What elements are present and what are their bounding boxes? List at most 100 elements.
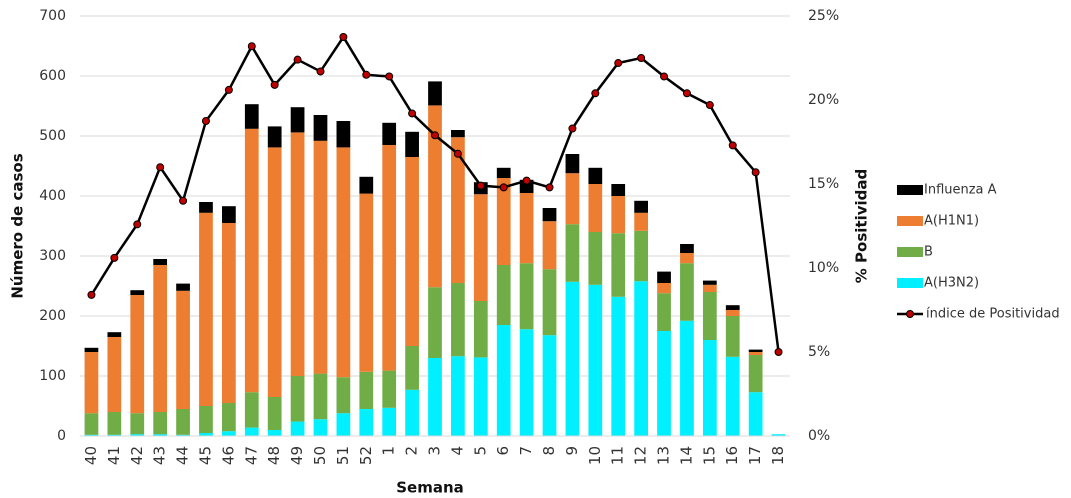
- x-tick-label: 17: [746, 446, 764, 465]
- marker: [637, 54, 646, 62]
- bar-segment: [542, 221, 557, 270]
- bar-segment: [267, 430, 282, 436]
- bar-segment: [222, 206, 236, 223]
- x-tick-label: 16: [723, 446, 741, 465]
- bar-segment: [290, 107, 305, 133]
- legend-swatch: [897, 216, 923, 226]
- x-tick-label: 10: [586, 446, 604, 465]
- legend-label: A(H1N1): [924, 214, 979, 229]
- y2-tick-label: 25%: [808, 8, 839, 24]
- x-tick-label: 50: [311, 446, 329, 465]
- bar-segment: [542, 335, 557, 436]
- marker: [179, 196, 188, 205]
- y-tick-label: 300: [39, 248, 66, 264]
- bar-segment: [107, 332, 122, 337]
- bar-segment: [107, 337, 122, 412]
- bar-segment: [336, 121, 351, 148]
- x-tick-label: 12: [632, 446, 650, 465]
- x-tick-label: 13: [655, 446, 673, 465]
- bar-segment: [680, 320, 694, 436]
- bar-segment: [657, 293, 671, 331]
- bar-segment: [107, 412, 122, 435]
- bar-segment: [267, 147, 282, 397]
- bar-segment: [290, 421, 305, 436]
- bar-segment: [222, 403, 236, 432]
- x-tick-label: 5: [471, 446, 489, 456]
- bar-segment: [588, 232, 603, 285]
- y-tick-label: 200: [39, 308, 66, 324]
- bar-segment: [611, 184, 626, 196]
- bar-segment: [611, 233, 626, 297]
- bar-segment: [680, 263, 694, 321]
- bar-segment: [176, 283, 190, 291]
- bar-segment: [405, 346, 419, 390]
- bar-segment: [359, 193, 374, 372]
- bar-segment: [748, 352, 763, 355]
- bar-segment: [244, 128, 259, 393]
- bar-segment: [199, 433, 213, 436]
- bar-segment: [428, 105, 442, 288]
- bar-segment: [130, 295, 145, 414]
- bar-segment: [634, 212, 648, 231]
- bar-segment: [199, 406, 213, 433]
- marker: [476, 181, 485, 190]
- marker: [705, 101, 714, 110]
- bar-segment: [382, 145, 397, 371]
- bar-segment: [313, 140, 328, 374]
- bar-segment: [634, 281, 648, 436]
- bar-segment: [153, 265, 168, 412]
- marker: [545, 183, 554, 192]
- marker: [568, 124, 577, 133]
- legend-label: índice de Positividad: [926, 307, 1060, 322]
- bar-segment: [130, 434, 145, 436]
- y2-tick-label: 0%: [808, 428, 830, 444]
- legend-swatch: [897, 247, 923, 257]
- marker: [751, 168, 760, 177]
- bar-segment: [565, 154, 580, 174]
- y-tick-label: 400: [39, 188, 66, 204]
- bar-segment: [519, 329, 534, 436]
- bar-segment: [153, 412, 168, 435]
- y2-tick-label: 5%: [808, 344, 830, 360]
- x-tick-label: 49: [288, 446, 306, 465]
- bar-segment: [313, 373, 328, 420]
- x-tick-label: 6: [494, 446, 512, 456]
- marker: [339, 33, 348, 41]
- bar-segment: [176, 434, 190, 436]
- bar-segment: [176, 409, 190, 435]
- bar-segment: [588, 284, 603, 436]
- bar-segment: [405, 157, 419, 346]
- marker: [499, 183, 508, 192]
- bar-segment: [496, 167, 511, 178]
- bar-segment: [359, 409, 374, 436]
- bar-segment: [130, 290, 145, 295]
- marker: [224, 85, 233, 94]
- marker: [293, 55, 302, 64]
- bar-segment: [657, 331, 671, 436]
- y-tick-label: 700: [39, 8, 66, 24]
- legend-swatch: [897, 278, 923, 288]
- x-tick-label: 3: [426, 446, 444, 456]
- bar-segment: [588, 184, 603, 232]
- bar-segment: [405, 131, 419, 157]
- bar-segment: [336, 147, 351, 378]
- bar-segment: [176, 290, 190, 409]
- bar-segment: [634, 200, 648, 213]
- bar-segment: [748, 392, 763, 436]
- bar-segment: [244, 427, 259, 436]
- x-tick-label: 40: [82, 446, 100, 465]
- bar-segment: [542, 269, 557, 336]
- x-tick-label: 15: [700, 446, 718, 465]
- x-tick-label: 14: [677, 446, 695, 465]
- legend-label: A(H3N2): [924, 276, 979, 291]
- bar-segment: [611, 296, 626, 436]
- bar-segment: [267, 397, 282, 430]
- x-tick-label: 2: [403, 446, 421, 456]
- legend-swatch: [897, 185, 923, 195]
- y-tick-label: 100: [39, 368, 66, 384]
- marker: [682, 89, 691, 98]
- bar-segment: [153, 259, 168, 265]
- marker: [110, 253, 119, 262]
- bar-segment: [84, 434, 99, 436]
